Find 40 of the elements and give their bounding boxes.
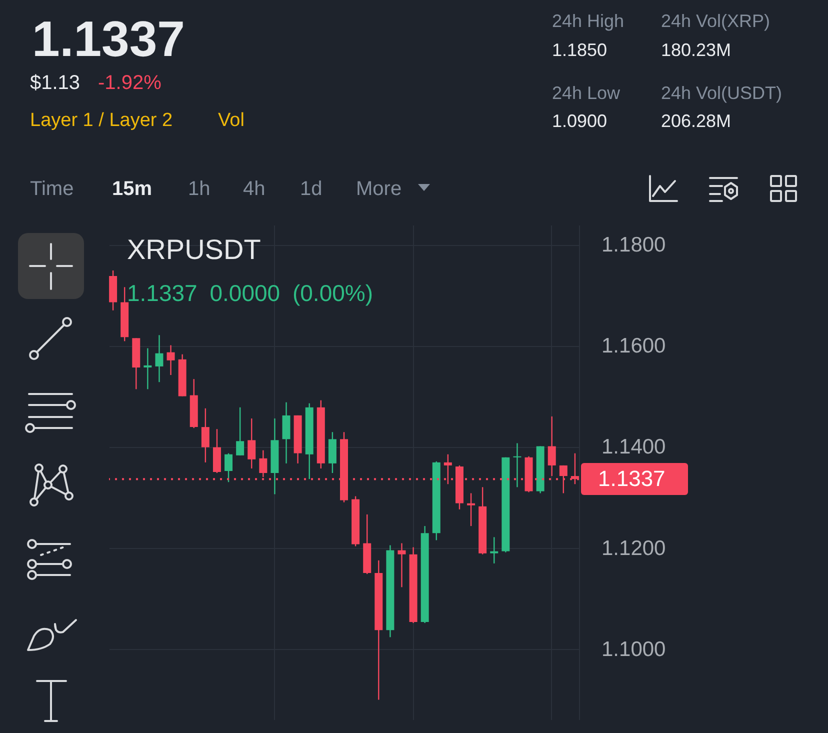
text: $1.13 [30, 72, 80, 94]
text: Vol [218, 110, 244, 131]
candlestick [144, 348, 152, 390]
candlestick [467, 492, 476, 527]
text: 15m [112, 178, 152, 200]
text: 24h Vol(USDT) [661, 83, 782, 103]
candlestick [398, 542, 406, 588]
text: Layer 1 / Layer 2 [30, 110, 173, 131]
y-tick-label: 1.1600 [602, 334, 666, 358]
text: 1h [188, 178, 210, 200]
text: 1.1337 [32, 11, 185, 67]
chart-title: XRPUSDT [127, 234, 261, 265]
text: 180.23M [661, 40, 732, 60]
candlestick [236, 406, 244, 456]
ref-line-label: 1.1337 [581, 463, 688, 496]
candlestick [490, 536, 498, 564]
text: 1.1337 0.0000 (0.00%) [127, 280, 374, 306]
candlestick [155, 334, 164, 383]
candlestick [224, 452, 233, 483]
text: 206.28M [661, 111, 732, 131]
candlestick [548, 416, 556, 477]
text: Time [30, 178, 74, 200]
candlestick [201, 408, 210, 463]
text: 24h High [552, 11, 624, 31]
text: 24h Low [552, 83, 620, 103]
candlestick [282, 402, 290, 464]
text: More [356, 178, 402, 200]
y-tick-label: 1.1200 [602, 536, 666, 560]
candlestick [513, 442, 522, 488]
text: 4h [243, 178, 266, 200]
candlestick [248, 418, 256, 470]
text: 24h Vol(XRP) [661, 11, 770, 31]
text: 1.0900 [552, 111, 608, 131]
y-tick-label: 1.1800 [602, 234, 666, 257]
candlestick [166, 344, 175, 376]
text: -1.92% [98, 72, 162, 94]
text: 1.1850 [552, 40, 608, 60]
text: 1d [300, 178, 322, 200]
y-tick-label: 1.1400 [602, 436, 666, 459]
y-tick-label: 1.1000 [602, 638, 666, 661]
